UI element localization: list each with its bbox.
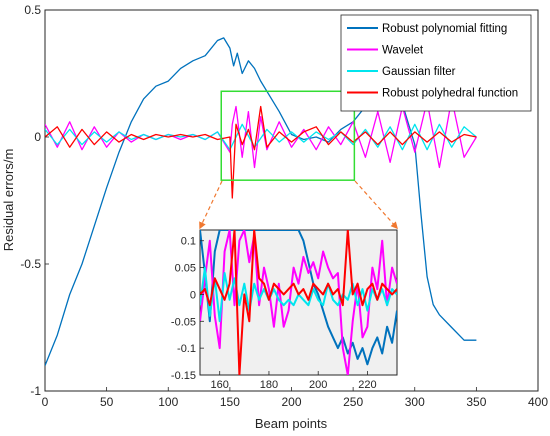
main-series-line-robust-polynomial-fitting: [45, 37, 477, 366]
main-y-tick-label: 0: [34, 130, 41, 144]
main-y-tick-label: -1: [30, 384, 41, 398]
legend: Robust polynomial fitting Wavelet Gaussian…: [340, 14, 532, 112]
legend-box: [340, 14, 532, 112]
x-axis-label: Beam points: [255, 416, 328, 431]
main-x-tick-label: 350: [466, 395, 486, 409]
main-x-tick-label: 100: [158, 395, 178, 409]
inset-x-tick-label: 220: [358, 379, 376, 391]
main-y-tick-label: 0.5: [24, 3, 41, 17]
main-x-tick-label: 150: [220, 395, 240, 409]
main-series-line-gaussian-filter: [45, 123, 477, 151]
inset-y-ticks: 0.1 0.05 0 -0.05 -0.1 -0.15: [171, 236, 204, 382]
inset-x-tick-label: 180: [260, 379, 278, 391]
inset-series-group: [200, 230, 397, 375]
inset-series-line-wavelet: [200, 230, 397, 375]
main-x-tick-label: 250: [343, 395, 363, 409]
zoom-arrow-left: [199, 180, 223, 230]
inset-y-tick-label: 0: [190, 289, 196, 301]
main-x-tick-label: 400: [528, 395, 548, 409]
main-x-tick-label: 50: [100, 395, 114, 409]
main-x-tick-label: 0: [42, 395, 49, 409]
y-axis-label: Residual errors/m: [1, 149, 16, 252]
inset-x-tick-label: 200: [309, 379, 327, 391]
inset-series-line-robust-polynomial-fitting: [200, 230, 397, 366]
main-x-tick-label: 200: [281, 395, 301, 409]
main-x-ticks: 0 50 100 150 200 250 300 350 400: [42, 387, 548, 409]
inset-y-tick-label: 0.1: [181, 236, 196, 248]
main-y-ticks: 0.5 0 -0.5 -1: [20, 3, 49, 398]
legend-label-wavelet: Wavelet: [382, 45, 424, 57]
inset-x-ticks: 160 180 200 220: [211, 371, 377, 391]
inset-series-line-robust-polyhedral-function: [200, 230, 397, 375]
legend-label-robust-polynomial-fitting: Robust polynomial fitting: [382, 23, 507, 35]
inset-x-tick-label: 160: [211, 379, 229, 391]
main-series-line-robust-polyhedral-function: [45, 105, 477, 199]
inset-y-tick-label: 0.05: [175, 263, 196, 275]
legend-label-gaussian-filter: Gaussian filter: [382, 66, 456, 78]
inset-y-tick-label: -0.15: [171, 370, 196, 382]
zoom-region-box: [220, 90, 356, 181]
zoom-arrow-right: [354, 180, 398, 230]
inset-plot-area: [199, 229, 398, 376]
inset-y-tick-label: -0.05: [171, 316, 196, 328]
main-series-group: [45, 37, 477, 366]
inset-y-tick-label: -0.1: [177, 343, 196, 355]
main-x-tick-label: 300: [405, 395, 425, 409]
main-y-tick-label: -0.5: [20, 257, 41, 271]
legend-label-robust-polyhedral-function: Robust polyhedral function: [382, 88, 518, 100]
